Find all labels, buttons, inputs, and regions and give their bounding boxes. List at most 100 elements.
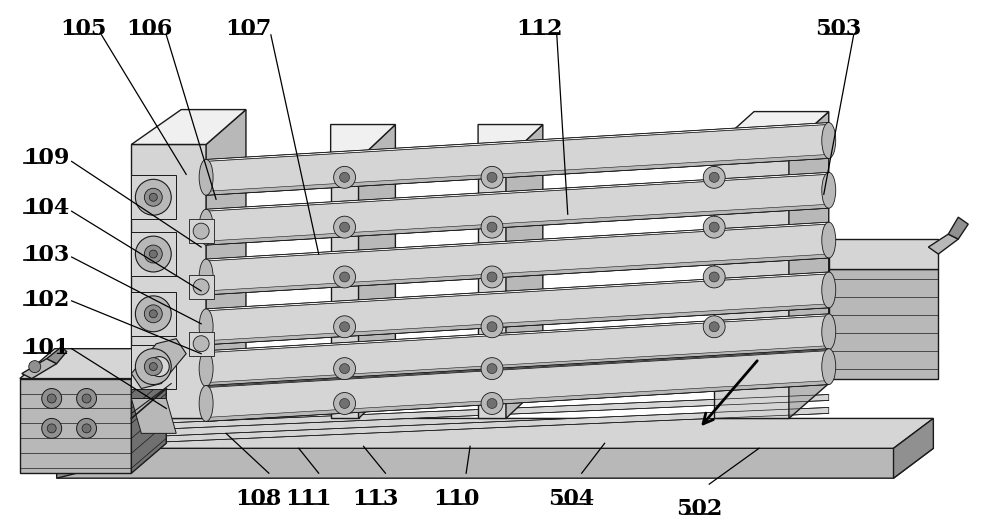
Ellipse shape <box>340 173 350 183</box>
Polygon shape <box>189 275 214 299</box>
Ellipse shape <box>481 392 503 414</box>
Ellipse shape <box>199 351 213 387</box>
Ellipse shape <box>149 250 157 258</box>
Polygon shape <box>206 381 829 421</box>
Text: 103: 103 <box>24 244 70 266</box>
Text: 110: 110 <box>433 488 479 510</box>
Ellipse shape <box>144 188 162 206</box>
Polygon shape <box>714 147 789 418</box>
Polygon shape <box>57 418 97 478</box>
Polygon shape <box>829 239 938 269</box>
Ellipse shape <box>144 245 162 263</box>
Ellipse shape <box>199 159 213 195</box>
Text: 112: 112 <box>517 18 563 40</box>
Ellipse shape <box>47 394 56 403</box>
Polygon shape <box>206 174 829 245</box>
Polygon shape <box>829 269 938 379</box>
Polygon shape <box>948 217 968 239</box>
Ellipse shape <box>481 358 503 380</box>
Ellipse shape <box>481 266 503 288</box>
Polygon shape <box>206 272 829 311</box>
Polygon shape <box>206 222 829 261</box>
Ellipse shape <box>47 424 56 433</box>
Ellipse shape <box>340 322 350 332</box>
Polygon shape <box>206 304 829 345</box>
Ellipse shape <box>703 316 725 338</box>
Ellipse shape <box>29 361 41 372</box>
Ellipse shape <box>135 349 171 385</box>
Polygon shape <box>131 292 176 336</box>
Ellipse shape <box>149 357 169 377</box>
Ellipse shape <box>822 173 836 208</box>
Ellipse shape <box>135 236 171 272</box>
Polygon shape <box>20 379 131 473</box>
Text: 107: 107 <box>226 18 272 40</box>
Text: 105: 105 <box>60 18 107 40</box>
Polygon shape <box>206 351 829 421</box>
Ellipse shape <box>340 272 350 282</box>
Polygon shape <box>131 339 186 389</box>
Text: 101: 101 <box>24 337 70 359</box>
Ellipse shape <box>149 310 157 318</box>
Ellipse shape <box>487 363 497 373</box>
Text: 111: 111 <box>285 488 332 510</box>
Ellipse shape <box>487 322 497 332</box>
Ellipse shape <box>77 389 97 409</box>
Polygon shape <box>206 109 246 418</box>
Ellipse shape <box>199 209 213 245</box>
Text: 504: 504 <box>549 488 595 510</box>
Ellipse shape <box>193 279 209 295</box>
Text: 113: 113 <box>352 488 399 510</box>
Ellipse shape <box>334 166 356 188</box>
Polygon shape <box>928 234 958 254</box>
Ellipse shape <box>82 424 91 433</box>
Ellipse shape <box>481 316 503 338</box>
Polygon shape <box>714 112 829 147</box>
Polygon shape <box>478 159 506 418</box>
Ellipse shape <box>42 418 62 438</box>
Polygon shape <box>478 125 543 159</box>
Polygon shape <box>47 347 67 363</box>
Polygon shape <box>206 123 829 161</box>
Polygon shape <box>20 349 166 379</box>
Ellipse shape <box>481 216 503 238</box>
Polygon shape <box>131 109 246 145</box>
Ellipse shape <box>135 296 171 332</box>
Polygon shape <box>189 332 214 356</box>
Ellipse shape <box>149 362 157 371</box>
Polygon shape <box>331 159 359 418</box>
Polygon shape <box>206 204 829 245</box>
Polygon shape <box>789 112 829 418</box>
Ellipse shape <box>340 222 350 232</box>
Polygon shape <box>206 346 829 387</box>
Polygon shape <box>57 448 933 478</box>
Polygon shape <box>131 175 176 219</box>
Ellipse shape <box>709 173 719 183</box>
Ellipse shape <box>144 358 162 376</box>
Ellipse shape <box>199 309 213 345</box>
Polygon shape <box>189 219 214 243</box>
Ellipse shape <box>193 336 209 352</box>
Ellipse shape <box>709 272 719 282</box>
Polygon shape <box>331 125 395 159</box>
Ellipse shape <box>334 266 356 288</box>
Ellipse shape <box>822 349 836 385</box>
Ellipse shape <box>703 166 725 188</box>
Ellipse shape <box>334 216 356 238</box>
Polygon shape <box>131 408 829 443</box>
Polygon shape <box>131 399 176 433</box>
Polygon shape <box>57 418 933 448</box>
Ellipse shape <box>822 123 836 158</box>
Polygon shape <box>131 394 829 430</box>
Ellipse shape <box>703 216 725 238</box>
Ellipse shape <box>340 399 350 409</box>
Polygon shape <box>206 173 829 211</box>
Ellipse shape <box>709 322 719 332</box>
Ellipse shape <box>149 193 157 201</box>
Ellipse shape <box>199 386 213 421</box>
Polygon shape <box>206 155 829 195</box>
Ellipse shape <box>77 418 97 438</box>
Ellipse shape <box>487 272 497 282</box>
Polygon shape <box>131 145 206 418</box>
Ellipse shape <box>334 392 356 414</box>
